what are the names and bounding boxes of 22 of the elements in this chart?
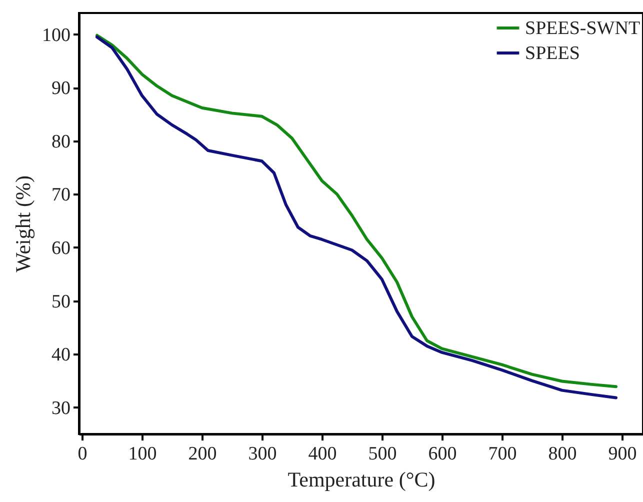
x-tick-label: 200	[188, 444, 217, 464]
y-tick-label: 80	[52, 131, 70, 152]
y-tick-label: 90	[52, 78, 70, 100]
x-tick-label: 600	[428, 444, 457, 464]
x-axis-title: Temperature (°C)	[288, 468, 436, 492]
legend-label: SPEES	[525, 43, 580, 64]
x-tick-label: 500	[368, 444, 397, 464]
x-tick-label: 100	[128, 444, 157, 464]
legend-label: SPEES-SWNT	[525, 18, 640, 39]
y-tick-label: 60	[52, 238, 70, 259]
x-tick-label: 300	[248, 444, 277, 464]
x-tick-label: 700	[488, 444, 517, 464]
y-tick-label: 100	[42, 24, 70, 46]
x-tick-label: 400	[308, 444, 337, 464]
y-axis-title: Weight (%)	[11, 176, 35, 272]
y-tick-label: 50	[52, 291, 70, 312]
x-tick-label: 0	[78, 444, 88, 464]
y-tick-label: 40	[52, 344, 70, 366]
y-tick-label: 30	[52, 398, 70, 419]
y-tick-label: 70	[52, 184, 70, 206]
x-tick-label: 900	[608, 444, 637, 464]
x-tick-label: 800	[548, 444, 577, 464]
